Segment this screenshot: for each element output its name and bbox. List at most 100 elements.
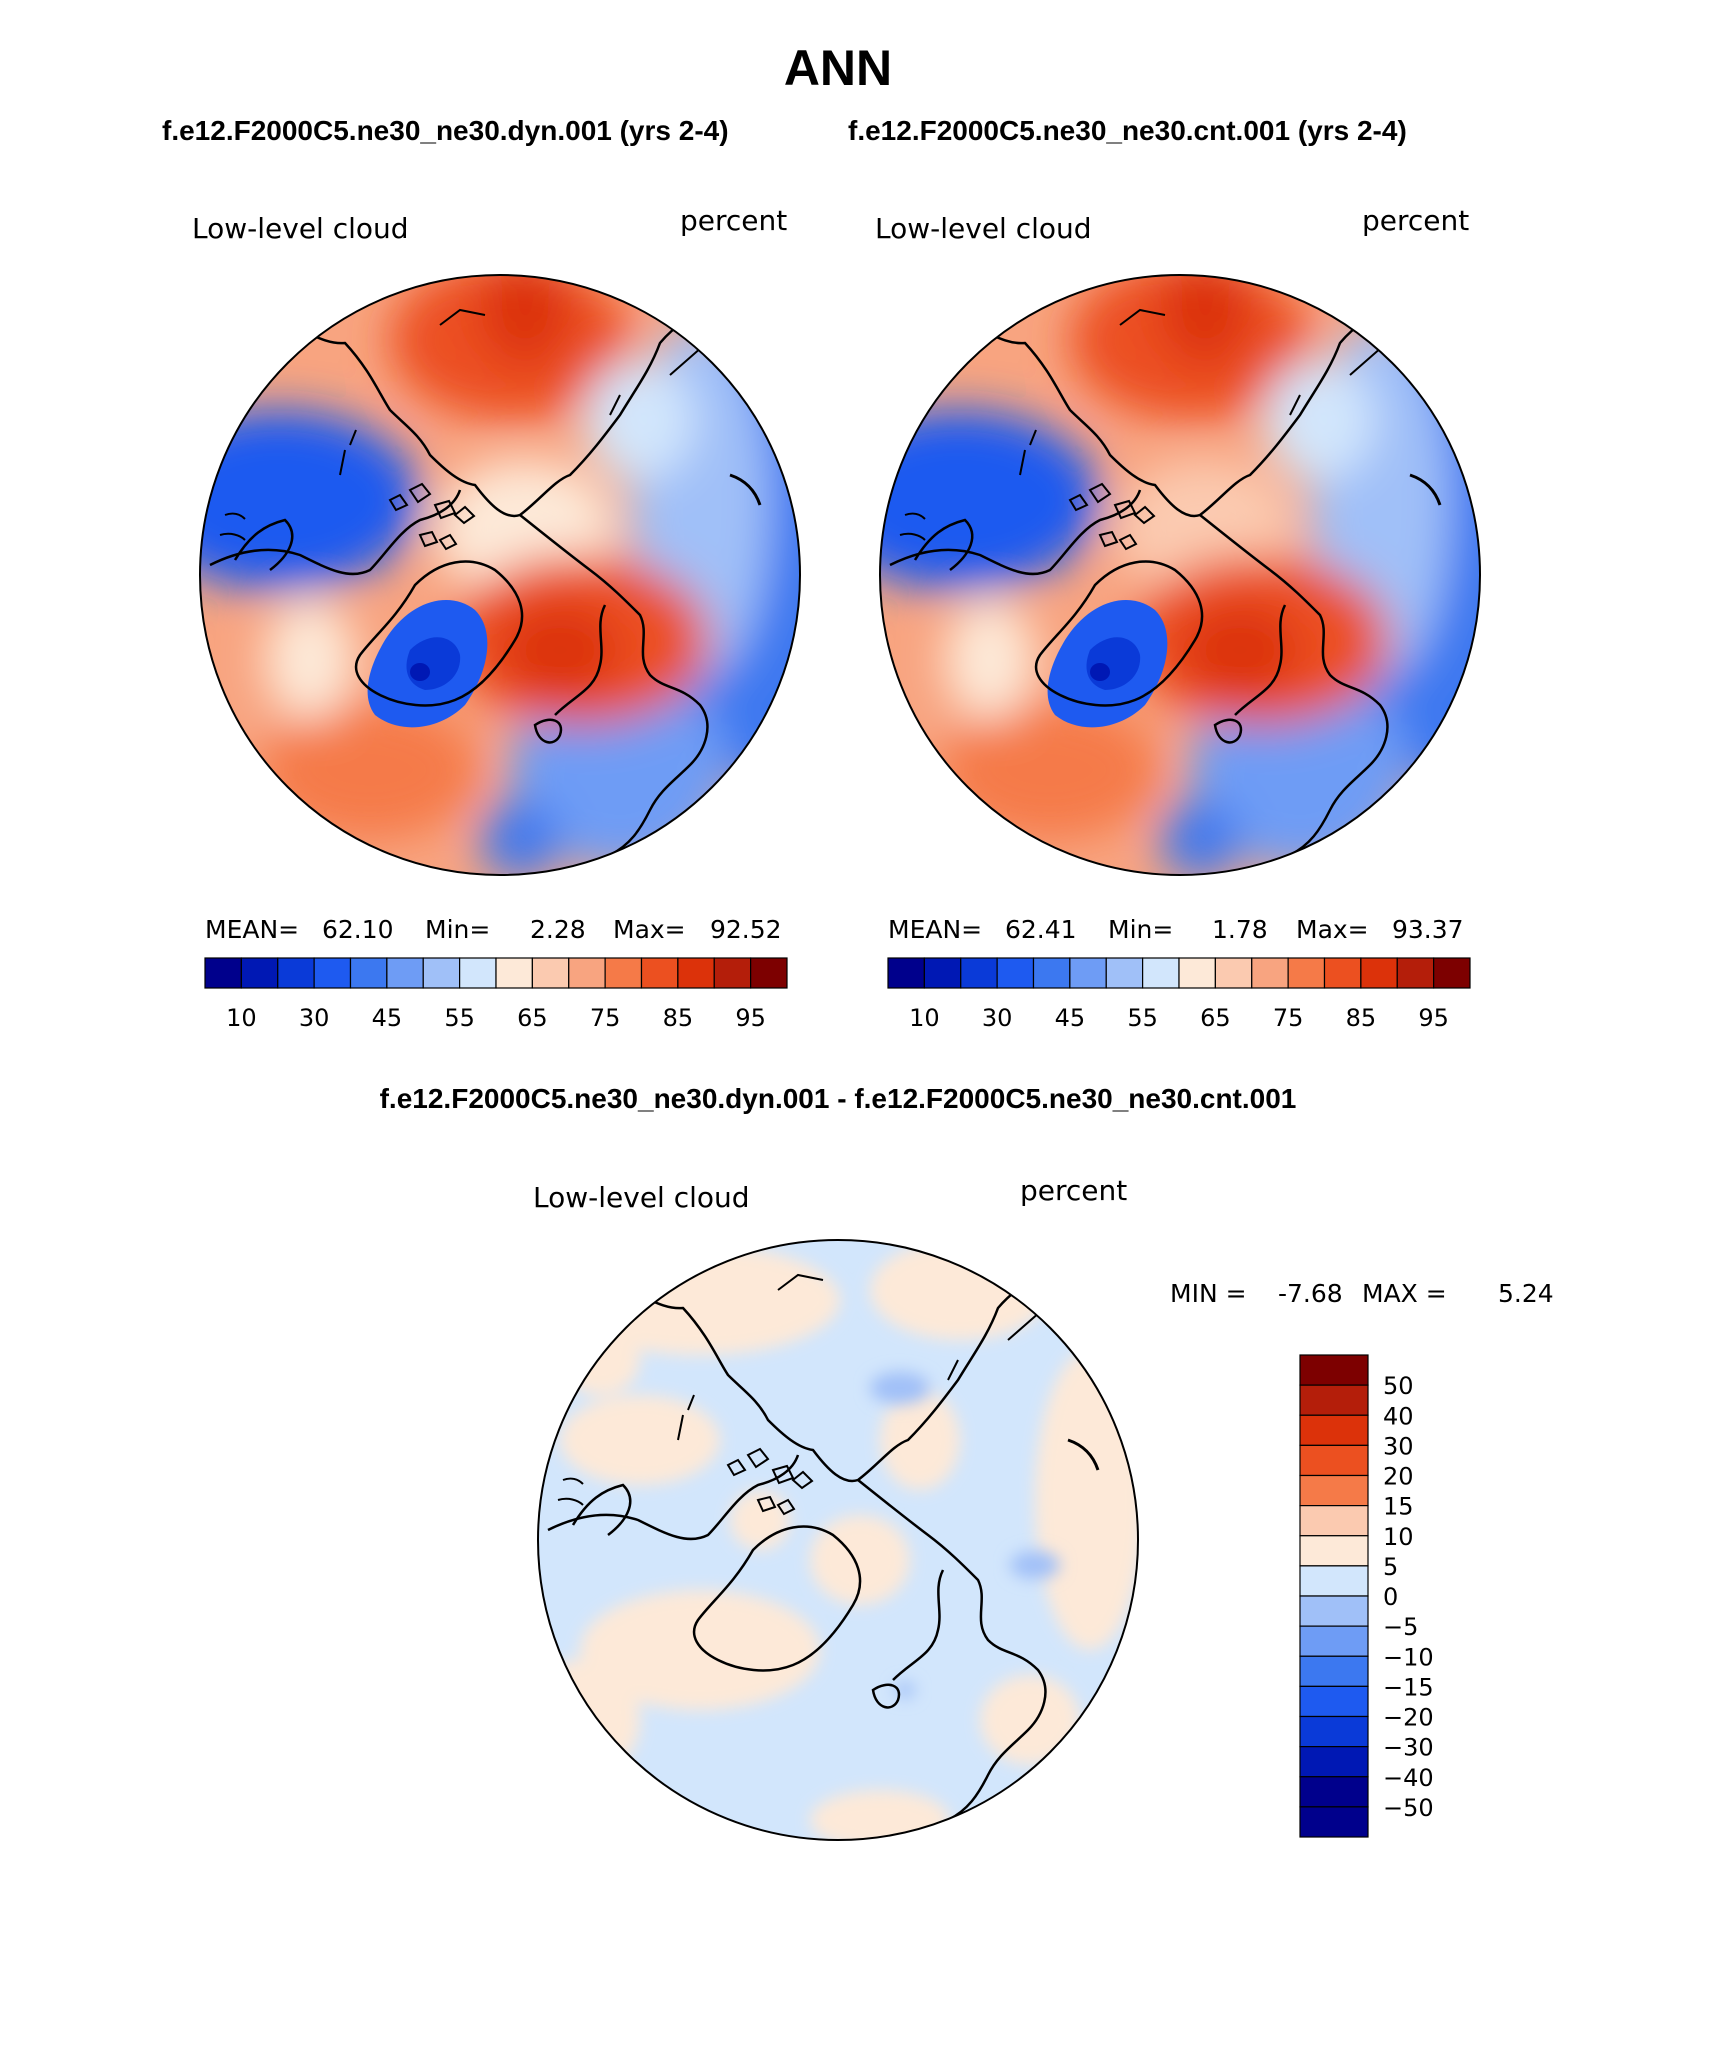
colorbar-tick-label: 10	[909, 1004, 940, 1032]
colorbar-tick-label: 20	[1383, 1463, 1414, 1491]
colorbar-tick-label: 65	[517, 1004, 548, 1032]
colorbar-tick-label: 5	[1383, 1553, 1398, 1581]
colorbar-swatch	[422, 957, 461, 989]
colorbar-swatch	[1299, 1444, 1369, 1477]
colorbar-swatch	[1360, 957, 1398, 989]
colorbar-swatch	[386, 957, 424, 989]
mean-value: 62.10	[322, 915, 394, 944]
colorbar-swatch	[923, 957, 962, 989]
colorbar-swatch	[1299, 1535, 1369, 1567]
units-label: percent	[680, 204, 787, 237]
colorbar-swatch	[750, 957, 788, 989]
diff-subtitle: f.e12.F2000C5.ne30_ne30.dyn.001 - f.e12.…	[380, 1083, 1297, 1114]
colorbar: 10 30 45 55 65 75 85 95	[204, 957, 788, 1032]
colorbar-tick-label: −50	[1383, 1794, 1434, 1822]
colorbar-swatch	[277, 957, 315, 989]
colorbar-swatch	[1069, 957, 1107, 989]
colorbar-swatch	[996, 957, 1035, 989]
colorbar-tick-label: 75	[1273, 1004, 1304, 1032]
colorbar-tick-label: 75	[590, 1004, 621, 1032]
colorbar-swatch	[1299, 1474, 1369, 1507]
colorbar-tick-label: 45	[372, 1004, 403, 1032]
colorbar-swatch	[713, 957, 752, 989]
max-label: Max=	[613, 915, 686, 944]
mean-label: MEAN=	[205, 915, 299, 944]
colorbar-tick-label: 30	[299, 1004, 330, 1032]
colorbar-tick-label: −15	[1383, 1673, 1434, 1701]
colorbar-swatch	[1299, 1595, 1369, 1627]
variable-label: Low-level cloud	[192, 212, 409, 245]
max-value: 92.52	[710, 915, 782, 944]
colorbar-swatch	[1299, 1715, 1369, 1748]
colorbar-swatch	[1299, 1746, 1369, 1778]
max-value: 5.24	[1498, 1279, 1554, 1308]
mean-value: 62.41	[1005, 915, 1077, 944]
colorbar-swatch	[1299, 1565, 1369, 1597]
colorbar-swatch	[1032, 957, 1071, 989]
colorbar-tick-label: 50	[1383, 1372, 1414, 1400]
panel-dyn: Low-level cloud percent	[192, 204, 801, 1032]
panel-cnt: Low-level cloud percent	[875, 204, 1481, 1032]
mean-label: MEAN=	[888, 915, 982, 944]
colorbar-tick-label: 55	[444, 1004, 475, 1032]
variable-label: Low-level cloud	[875, 212, 1092, 245]
colorbar-swatch	[1323, 957, 1362, 989]
colorbar-tick-label: 0	[1383, 1583, 1398, 1611]
colorbar-swatch	[1214, 957, 1253, 989]
colorbar-swatch	[1299, 1354, 1369, 1386]
colorbar-swatch	[1396, 957, 1435, 989]
min-value: -7.68	[1278, 1279, 1343, 1308]
min-value: 2.28	[530, 915, 586, 944]
colorbar-swatch	[349, 957, 388, 989]
units-label: percent	[1362, 204, 1469, 237]
min-value: 1.78	[1212, 915, 1268, 944]
colorbar-tick-label: −5	[1383, 1613, 1418, 1641]
colorbar-swatch	[1251, 957, 1289, 989]
colorbar-tick-label: −20	[1383, 1704, 1434, 1732]
colorbar-swatch	[1142, 957, 1180, 989]
colorbar-swatch	[677, 957, 715, 989]
colorbar-swatch	[313, 957, 352, 989]
colorbar-tick-label: 55	[1127, 1004, 1158, 1032]
colorbar-tick-label: 15	[1383, 1493, 1414, 1521]
colorbar-tick-label: 10	[1383, 1523, 1414, 1551]
colorbar-tick-label: 95	[1418, 1004, 1449, 1032]
colorbar-swatch	[1433, 957, 1471, 989]
colorbar-tick-label: 45	[1055, 1004, 1086, 1032]
colorbar-tick-label: −40	[1383, 1764, 1434, 1792]
max-label: MAX =	[1362, 1279, 1447, 1308]
colorbar-swatch	[240, 957, 279, 989]
polar-map	[538, 1240, 1138, 1840]
colorbar-tick-label: −30	[1383, 1734, 1434, 1762]
colorbar-swatch	[1299, 1685, 1369, 1718]
polar-map	[200, 275, 800, 875]
units-label: percent	[1020, 1174, 1127, 1207]
max-value: 93.37	[1392, 915, 1464, 944]
colorbar-swatch	[1105, 957, 1144, 989]
colorbar-tick-label: 65	[1200, 1004, 1231, 1032]
variable-label: Low-level cloud	[533, 1181, 750, 1214]
colorbar-swatch	[1299, 1384, 1369, 1416]
colorbar-swatch	[1299, 1625, 1369, 1657]
min-label: Min=	[425, 915, 490, 944]
colorbar-swatch	[495, 957, 533, 989]
colorbar-tick-label: 85	[663, 1004, 694, 1032]
colorbar-swatch	[1299, 1414, 1369, 1446]
colorbar-tick-label: 85	[1346, 1004, 1377, 1032]
colorbar-tick-label: 40	[1383, 1402, 1414, 1430]
colorbar-tick-label: 95	[735, 1004, 766, 1032]
colorbar-swatch	[204, 957, 242, 989]
panel-diff: Low-level cloud percent	[533, 1174, 1554, 1841]
subtitle-right: f.e12.F2000C5.ne30_ne30.cnt.001 (yrs 2-4…	[848, 115, 1407, 146]
colorbar-tick-label: −10	[1383, 1643, 1434, 1671]
colorbar: 10 30 45 55 65 75 85 95	[887, 957, 1471, 1032]
colorbar-tick-label: 30	[982, 1004, 1013, 1032]
colorbar-tick-label: 10	[226, 1004, 257, 1032]
subtitle-left: f.e12.F2000C5.ne30_ne30.dyn.001 (yrs 2-4…	[162, 115, 729, 146]
colorbar-swatch	[887, 957, 925, 989]
colorbar-swatch	[1299, 1655, 1369, 1687]
colorbar-swatch	[1299, 1776, 1369, 1808]
colorbar-swatch	[1287, 957, 1326, 989]
